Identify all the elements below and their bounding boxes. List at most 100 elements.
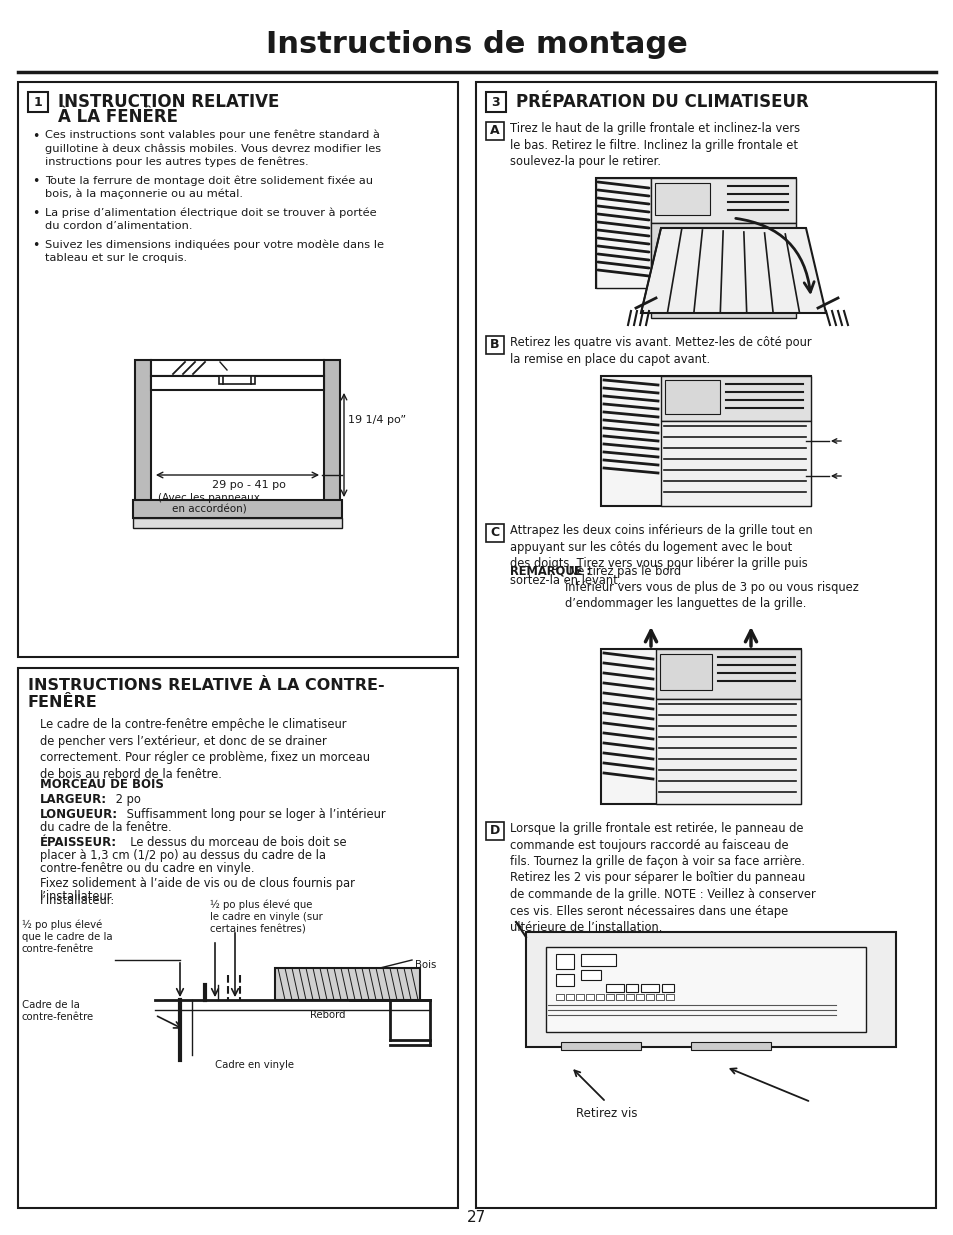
Text: MORCEAU DE BOIS: MORCEAU DE BOIS xyxy=(40,778,164,790)
Bar xyxy=(650,224,795,317)
Bar xyxy=(151,359,324,375)
Text: certaines fenêtres): certaines fenêtres) xyxy=(210,924,306,934)
Bar xyxy=(645,994,654,1000)
Text: Attrapez les deux coins inférieurs de la grille tout en
appuyant sur les côtés d: Attrapez les deux coins inférieurs de la… xyxy=(510,524,812,587)
Bar xyxy=(580,953,616,966)
Text: Ne tirez pas le bord
inférieur vers vous de plus de 3 po ou vous risquez
d’endom: Ne tirez pas le bord inférieur vers vous… xyxy=(564,564,858,610)
Text: •: • xyxy=(32,175,39,189)
Bar xyxy=(650,178,795,224)
Text: ½ po plus élevé: ½ po plus élevé xyxy=(22,920,102,930)
Bar xyxy=(605,994,614,1000)
Bar xyxy=(585,994,594,1000)
Polygon shape xyxy=(640,228,825,312)
Text: Lorsque la grille frontale est retirée, le panneau de
commande est toujours racc: Lorsque la grille frontale est retirée, … xyxy=(510,823,815,934)
Text: en accordéon): en accordéon) xyxy=(172,505,246,515)
Text: Suivez les dimensions indiquées pour votre modèle dans le
tableau et sur le croq: Suivez les dimensions indiquées pour vot… xyxy=(45,240,384,263)
Bar xyxy=(132,500,341,517)
Bar xyxy=(476,82,935,1208)
Text: ½ po plus élevé que: ½ po plus élevé que xyxy=(210,900,312,910)
Text: •: • xyxy=(32,130,39,143)
Bar xyxy=(640,984,659,992)
Text: Bois: Bois xyxy=(415,960,436,969)
Bar xyxy=(560,1042,640,1050)
Text: INSTRUCTION RELATIVE: INSTRUCTION RELATIVE xyxy=(58,93,279,111)
Bar xyxy=(151,375,324,390)
Text: ÉPAISSEUR:: ÉPAISSEUR: xyxy=(40,836,117,848)
Bar xyxy=(545,947,865,1032)
Bar xyxy=(565,994,574,1000)
Bar xyxy=(656,994,663,1000)
Bar xyxy=(661,984,673,992)
Text: Toute la ferrure de montage doit être solidement fixée au
bois, à la maçonnerie : Toute la ferrure de montage doit être so… xyxy=(45,175,373,200)
Bar xyxy=(656,699,801,804)
Bar xyxy=(132,517,341,529)
Text: contre-fenêtre: contre-fenêtre xyxy=(22,944,94,953)
Bar xyxy=(28,91,48,112)
Bar xyxy=(656,650,801,699)
Bar xyxy=(18,82,457,657)
Text: À LA FENÊRE: À LA FENÊRE xyxy=(58,107,178,126)
Bar xyxy=(485,524,503,542)
Text: Instructions de montage: Instructions de montage xyxy=(266,30,687,59)
Bar xyxy=(485,823,503,840)
Text: (Avec les panneaux: (Avec les panneaux xyxy=(158,493,259,503)
Text: 1: 1 xyxy=(33,95,42,109)
Text: Ces instructions sont valables pour une fenêtre standard à
guillotine à deux châ: Ces instructions sont valables pour une … xyxy=(45,130,381,168)
Text: PRÉPARATION DU CLIMATISEUR: PRÉPARATION DU CLIMATISEUR xyxy=(516,93,808,111)
Bar xyxy=(135,359,151,520)
Text: 29 po - 41 po: 29 po - 41 po xyxy=(212,480,286,490)
Text: LONGUEUR:: LONGUEUR: xyxy=(40,808,118,821)
Bar xyxy=(625,984,638,992)
Text: Cadre en vinyle: Cadre en vinyle xyxy=(214,1060,294,1070)
Bar xyxy=(636,994,643,1000)
Bar xyxy=(556,994,563,1000)
Bar xyxy=(664,380,720,414)
Bar xyxy=(596,178,650,288)
Text: B: B xyxy=(490,338,499,352)
Bar xyxy=(600,375,810,506)
Bar xyxy=(18,668,457,1208)
Text: Rebord: Rebord xyxy=(310,1010,345,1020)
Bar xyxy=(556,953,574,969)
Text: du cadre de la fenêtre.: du cadre de la fenêtre. xyxy=(40,821,172,834)
Bar xyxy=(659,655,711,690)
Text: l’installateur.: l’installateur. xyxy=(40,890,115,903)
Text: contre-fenêtre ou du cadre en vinyle.: contre-fenêtre ou du cadre en vinyle. xyxy=(40,862,254,876)
Bar xyxy=(596,178,795,288)
Bar xyxy=(616,994,623,1000)
Text: contre-fenêtre: contre-fenêtre xyxy=(22,1011,94,1023)
Bar xyxy=(660,421,810,506)
Bar xyxy=(690,1042,770,1050)
Text: LARGEUR:: LARGEUR: xyxy=(40,793,107,806)
Text: Retirez les quatre vis avant. Mettez-les de côté pour
la remise en place du capo: Retirez les quatre vis avant. Mettez-les… xyxy=(510,336,811,366)
Text: •: • xyxy=(32,240,39,252)
Bar xyxy=(665,994,673,1000)
Bar xyxy=(580,969,600,981)
Text: REMARQUE :: REMARQUE : xyxy=(510,564,590,578)
Text: Tirez le haut de la grille frontale et inclinez-la vers
le bas. Retirez le filtr: Tirez le haut de la grille frontale et i… xyxy=(510,122,800,168)
Text: placer à 1,3 cm (1/2 po) au dessus du cadre de la: placer à 1,3 cm (1/2 po) au dessus du ca… xyxy=(40,848,326,862)
Bar xyxy=(605,984,623,992)
Text: 3: 3 xyxy=(491,95,499,109)
Text: A: A xyxy=(490,125,499,137)
Bar xyxy=(485,122,503,140)
Text: Suffisamment long pour se loger à l’intérieur: Suffisamment long pour se loger à l’inté… xyxy=(123,808,385,821)
Text: 2 po: 2 po xyxy=(112,793,141,806)
Bar xyxy=(219,375,254,384)
Bar xyxy=(485,91,505,112)
Bar xyxy=(600,650,801,804)
Text: que le cadre de la: que le cadre de la xyxy=(22,932,112,942)
Bar xyxy=(655,183,709,215)
Bar xyxy=(576,994,583,1000)
Bar xyxy=(485,336,503,354)
Text: •: • xyxy=(32,207,39,221)
Text: Fixez solidement à l’aide de vis ou de clous fournis par
l’installateur.: Fixez solidement à l’aide de vis ou de c… xyxy=(40,877,355,906)
Text: le cadre en vinyle (sur: le cadre en vinyle (sur xyxy=(210,911,322,923)
Bar xyxy=(596,994,603,1000)
Text: La prise d’alimentation électrique doit se trouver à portée
du cordon d’alimenta: La prise d’alimentation électrique doit … xyxy=(45,207,376,231)
Text: C: C xyxy=(490,526,499,540)
Bar xyxy=(660,375,810,421)
Bar xyxy=(625,994,634,1000)
Bar xyxy=(324,359,339,520)
Bar xyxy=(274,968,419,1000)
